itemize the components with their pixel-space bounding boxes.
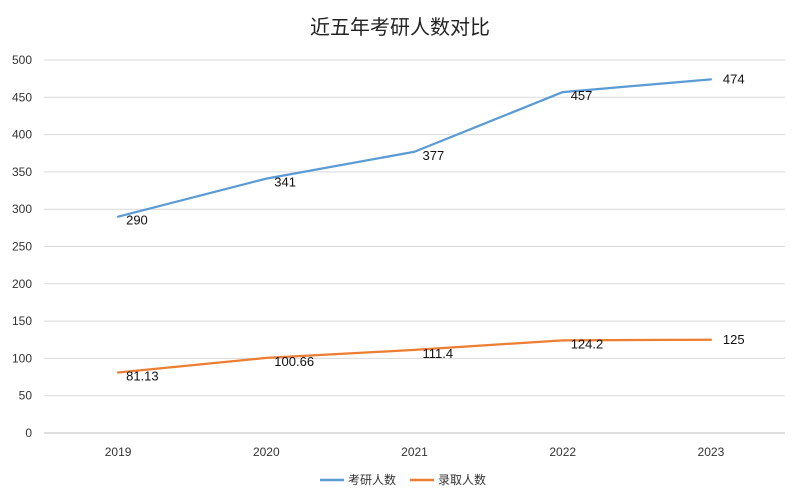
y-axis-tick-labels: 0 50 100 150 200 250 300 350 400 450 500 (12, 53, 32, 440)
y-tick-label: 500 (12, 53, 32, 67)
data-label: 100.66 (274, 354, 314, 369)
data-labels: 290 341 377 457 474 81.13 100.66 111.4 124.2 125 (126, 71, 745, 383)
x-tick-label: 2019 (105, 445, 132, 459)
x-tick-label: 2023 (698, 445, 725, 459)
data-label: 124.2 (571, 336, 604, 351)
gridlines (44, 59, 785, 434)
legend: 考研人数 录取人数 (320, 472, 486, 487)
data-label: 125 (723, 332, 745, 347)
series-lines (116, 78, 713, 374)
x-tick-label: 2021 (401, 445, 428, 459)
x-tick-label: 2022 (549, 445, 576, 459)
data-label: 457 (571, 88, 593, 103)
data-label: 474 (723, 71, 745, 86)
chart-title: 近五年考研人数对比 (310, 16, 490, 39)
y-tick-label: 450 (12, 90, 32, 104)
data-label: 377 (423, 148, 445, 163)
x-tick-label: 2020 (253, 445, 280, 459)
y-tick-label: 250 (12, 240, 32, 254)
legend-entry: 考研人数 (348, 472, 396, 487)
y-tick-label: 0 (25, 426, 32, 440)
y-tick-label: 150 (12, 314, 32, 328)
y-tick-label: 100 (12, 351, 32, 365)
y-tick-label: 350 (12, 165, 32, 179)
data-label: 111.4 (423, 346, 454, 361)
legend-entry: 录取人数 (438, 472, 486, 487)
data-label: 81.13 (126, 368, 159, 383)
y-tick-label: 300 (12, 202, 32, 216)
data-label: 290 (126, 213, 148, 228)
series-line-1 (116, 78, 713, 218)
x-axis-tick-labels: 2019 2020 2021 2022 2023 (105, 445, 725, 459)
series-line-2 (116, 338, 713, 374)
y-tick-label: 200 (12, 277, 32, 291)
data-label: 341 (274, 175, 296, 190)
y-tick-label: 50 (19, 389, 33, 403)
y-tick-label: 400 (12, 128, 32, 142)
